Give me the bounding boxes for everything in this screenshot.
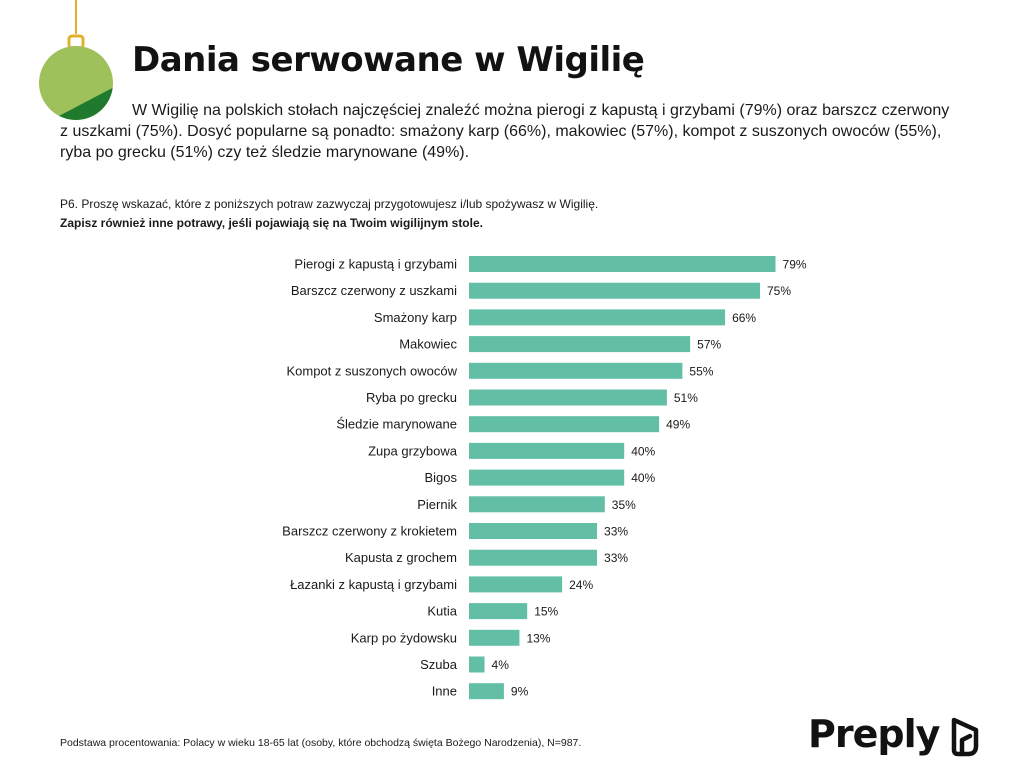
category-label: Smażony karp (374, 310, 457, 325)
value-label: 13% (526, 631, 550, 645)
value-label: 9% (511, 685, 529, 699)
intro-paragraph: W Wigilię na polskich stołach najczęście… (60, 102, 950, 161)
value-label: 55% (689, 364, 713, 378)
value-label: 15% (534, 605, 558, 619)
survey-question: P6. Proszę wskazać, które z poniższych p… (60, 195, 700, 233)
bar (469, 442, 625, 459)
value-label: 24% (569, 578, 593, 592)
bar-chart: Pierogi z kapustą i grzybami 79% Barszcz c… (282, 256, 807, 700)
value-label: 33% (604, 525, 628, 539)
category-label: Zupa grzybowa (368, 443, 458, 458)
bar (469, 523, 598, 539)
category-label: Makowiec (399, 337, 457, 352)
bar (469, 603, 528, 620)
category-label: Łazanki z kapustą i grzybami (290, 577, 457, 592)
category-label: Kompot z suszonych owoców (286, 363, 457, 378)
preply-logo-icon (951, 717, 979, 757)
bar (469, 469, 625, 486)
bar (469, 416, 660, 433)
bar (469, 549, 598, 566)
category-label: Barszcz czerwony z uszkami (291, 283, 457, 298)
category-label: Kutia (427, 604, 457, 619)
value-label: 35% (612, 498, 636, 512)
bar (469, 656, 485, 673)
value-label: 4% (492, 658, 510, 672)
bar (469, 496, 605, 513)
value-label: 40% (631, 471, 655, 485)
value-label: 33% (604, 551, 628, 565)
brand-wordmark: Preply (808, 712, 940, 756)
category-label: Śledzie marynowane (336, 417, 457, 432)
category-label: Pierogi z kapustą i grzybami (294, 257, 457, 272)
value-label: 51% (674, 391, 698, 405)
bar (469, 389, 667, 406)
page-title: Dania serwowane w Wigilię (132, 40, 645, 80)
category-label: Karp po żydowsku (351, 630, 457, 645)
preply-logo: Preply (808, 710, 988, 766)
category-label: Piernik (417, 497, 457, 512)
category-label: Inne (432, 684, 457, 699)
category-label: Kapusta z grochem (345, 550, 457, 565)
question-line: P6. Proszę wskazać, które z poniższych p… (60, 197, 599, 211)
bar (469, 683, 504, 700)
christmas-bauble-icon (39, 0, 113, 120)
category-label: Bigos (424, 470, 457, 485)
bar (469, 629, 520, 646)
value-label: 40% (631, 444, 655, 458)
bar (469, 336, 691, 353)
bar (469, 256, 776, 272)
category-label: Szuba (420, 657, 458, 672)
footnote: Podstawa procentowania: Polacy w wieku 1… (60, 737, 582, 749)
category-label: Ryba po grecku (366, 390, 457, 405)
bar (469, 309, 726, 326)
bar (469, 362, 683, 379)
question-instruction: Zapisz również inne potrawy, jeśli pojaw… (60, 216, 483, 230)
bar (469, 576, 563, 593)
bar (469, 282, 760, 299)
value-label: 79% (783, 258, 807, 272)
value-label: 49% (666, 418, 690, 432)
value-label: 66% (732, 311, 756, 325)
value-label: 57% (697, 338, 721, 352)
category-label: Barszcz czerwony z krokietem (282, 524, 457, 539)
value-label: 75% (767, 284, 791, 298)
